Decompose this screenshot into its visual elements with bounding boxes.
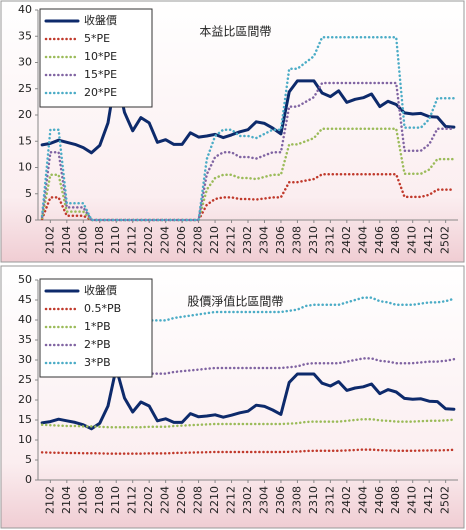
series-line — [40, 36, 456, 222]
x-tick-label: 2102 — [43, 226, 56, 254]
y-tick-label: 0 — [25, 213, 32, 226]
y-tick-label: 50 — [18, 273, 32, 286]
x-tick-label: 2110 — [109, 486, 122, 514]
x-tick-label: 2206 — [175, 486, 188, 514]
y-tick-label: 15 — [18, 413, 32, 426]
x-tick-label: 2112 — [126, 226, 139, 254]
x-tick-label: 2402 — [340, 486, 353, 514]
legend-label: 5*PE — [84, 32, 110, 45]
x-tick-label: 2502 — [439, 226, 452, 254]
x-tick-label: 2412 — [422, 486, 435, 514]
x-tick-label: 2202 — [142, 486, 155, 514]
x-tick-label: 2410 — [406, 226, 419, 254]
x-tick-label: 2310 — [307, 226, 320, 254]
x-tick-label: 2204 — [159, 486, 172, 514]
y-tick-label: 25 — [18, 373, 32, 386]
chart-title: 股價淨值比區間帶 — [187, 294, 283, 309]
x-tick-label: 2206 — [175, 226, 188, 254]
x-tick-label: 2108 — [93, 486, 106, 514]
x-tick-label: 2312 — [323, 486, 336, 514]
x-tick-label: 2502 — [439, 486, 452, 514]
y-tick-label: 35 — [18, 333, 32, 346]
series-line — [40, 366, 456, 431]
y-tick-label: 10 — [18, 161, 32, 174]
x-tick-label: 2208 — [192, 486, 205, 514]
legend-label: 0.5*PB — [84, 302, 121, 315]
series-line — [40, 173, 456, 222]
y-tick-label: 10 — [18, 433, 32, 446]
series-line — [40, 417, 456, 429]
x-tick-label: 2308 — [290, 226, 303, 254]
x-tick-label: 2110 — [109, 226, 122, 254]
y-tick-label: 5 — [25, 453, 32, 466]
x-tick-label: 2208 — [192, 226, 205, 254]
y-tick-label: 0 — [25, 473, 32, 486]
x-tick-label: 2210 — [208, 226, 221, 254]
x-tick-label: 2402 — [340, 226, 353, 254]
x-tick-label: 2102 — [43, 486, 56, 514]
x-tick-label: 2404 — [356, 226, 369, 254]
x-tick-label: 2104 — [60, 486, 73, 514]
x-tick-label: 2306 — [274, 486, 287, 514]
x-tick-label: 2410 — [406, 486, 419, 514]
legend-label: 10*PE — [84, 50, 117, 63]
legend-label: 15*PE — [84, 68, 117, 81]
x-tick-label: 2308 — [290, 486, 303, 514]
x-tick-label: 2212 — [225, 486, 238, 514]
series-line — [40, 127, 456, 222]
y-tick-label: 40 — [18, 3, 32, 16]
x-tick-label: 2406 — [373, 226, 386, 254]
x-tick-label: 2212 — [225, 226, 238, 254]
x-tick-label: 2310 — [307, 486, 320, 514]
y-tick-label: 35 — [18, 29, 32, 42]
x-tick-label: 2408 — [389, 486, 402, 514]
x-tick-label: 2104 — [60, 226, 73, 254]
y-tick-label: 20 — [18, 108, 32, 121]
series-line — [40, 448, 456, 455]
x-tick-label: 2302 — [241, 486, 254, 514]
x-tick-label: 2404 — [356, 486, 369, 514]
y-tick-label: 5 — [25, 187, 32, 200]
legend-label: 收盤價 — [84, 283, 117, 297]
x-tick-label: 2408 — [389, 226, 402, 254]
x-tick-label: 2106 — [76, 486, 89, 514]
legend-label: 1*PB — [84, 320, 111, 333]
x-tick-label: 2106 — [76, 226, 89, 254]
chart-title: 本益比區間帶 — [199, 25, 271, 39]
x-tick-label: 2304 — [257, 226, 270, 254]
x-tick-label: 2210 — [208, 486, 221, 514]
y-tick-label: 20 — [18, 393, 32, 406]
x-tick-label: 2108 — [93, 226, 106, 254]
legend-label: 2*PB — [84, 338, 111, 351]
legend-label: 20*PE — [84, 86, 117, 99]
y-tick-label: 30 — [18, 353, 32, 366]
x-tick-label: 2312 — [323, 226, 336, 254]
y-tick-label: 25 — [18, 82, 32, 95]
x-tick-label: 2304 — [257, 486, 270, 514]
legend-label: 收盤價 — [84, 13, 117, 27]
legend-label: 3*PB — [84, 356, 111, 369]
x-tick-label: 2202 — [142, 226, 155, 254]
x-tick-label: 2112 — [126, 486, 139, 514]
y-tick-label: 40 — [18, 313, 32, 326]
y-tick-label: 30 — [18, 56, 32, 69]
series-line — [40, 81, 456, 222]
x-tick-label: 2302 — [241, 226, 254, 254]
y-tick-label: 45 — [18, 293, 32, 306]
x-tick-label: 2306 — [274, 226, 287, 254]
x-tick-label: 2204 — [159, 226, 172, 254]
x-tick-label: 2406 — [373, 486, 386, 514]
y-tick-label: 15 — [18, 134, 32, 147]
x-tick-label: 2412 — [422, 226, 435, 254]
